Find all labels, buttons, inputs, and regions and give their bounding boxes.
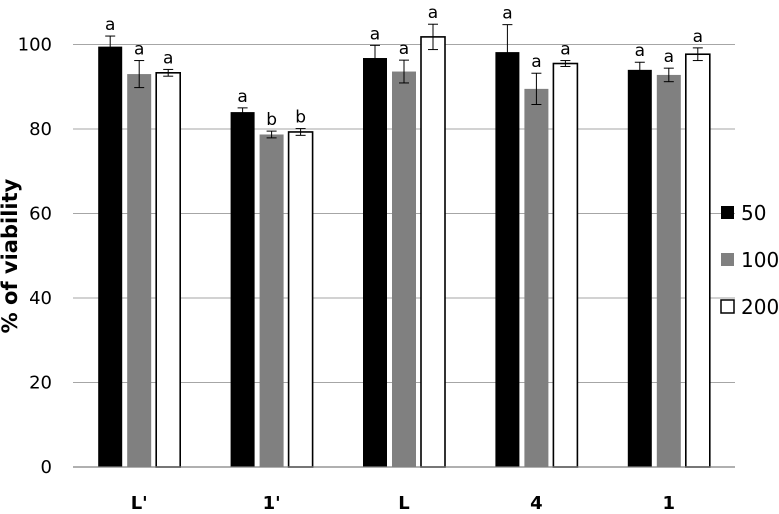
bar-200 xyxy=(420,36,446,468)
x-axis-categories: L' 1' L 4 1 xyxy=(131,493,675,514)
bar-200 xyxy=(684,53,711,468)
bar-100 xyxy=(259,134,284,467)
bar-200 xyxy=(552,62,579,468)
bar-50 xyxy=(363,58,387,468)
significance-letter: a xyxy=(531,52,541,72)
legend-swatch-100 xyxy=(721,253,734,266)
bar-50 xyxy=(495,52,520,467)
bar-100 xyxy=(656,74,681,468)
y-tick-label: 0 xyxy=(41,457,52,478)
bar-50 xyxy=(230,112,255,467)
x-category-label: L xyxy=(398,493,409,514)
bar-200 xyxy=(155,72,181,468)
significance-letter: a xyxy=(134,40,144,60)
x-category-label: 4 xyxy=(530,493,543,514)
y-tick-label: 80 xyxy=(29,119,52,140)
y-tick-label: 60 xyxy=(29,204,52,225)
significance-letter: a xyxy=(399,39,409,59)
significance-letter: a xyxy=(693,27,703,47)
legend-label: 50 xyxy=(741,201,766,225)
y-tick-label: 100 xyxy=(18,35,52,56)
bar-100 xyxy=(392,71,416,467)
y-axis-title: % of viability xyxy=(0,178,22,333)
error-bars xyxy=(105,23,703,139)
x-category-label: 1 xyxy=(663,493,676,514)
y-tick-label: 20 xyxy=(29,373,52,394)
y-axis-ticks: 0 20 40 60 80 100 xyxy=(18,35,52,479)
significance-letter: a xyxy=(163,48,173,68)
significance-letter: a xyxy=(105,15,115,35)
significance-letter: a xyxy=(664,47,674,67)
x-category-label: 1' xyxy=(263,493,281,514)
significance-letter: a xyxy=(502,4,512,24)
significance-letter: b xyxy=(266,110,277,130)
significance-letter: a xyxy=(237,87,247,107)
bar-50 xyxy=(627,69,652,467)
legend: 50 100 200 xyxy=(720,201,779,319)
significance-letter: b xyxy=(295,108,306,128)
significance-letter: a xyxy=(428,3,438,23)
bar-200 xyxy=(287,131,314,468)
bar-50 xyxy=(98,46,123,468)
bar-100 xyxy=(127,74,152,467)
y-tick-label: 40 xyxy=(29,288,52,309)
bars xyxy=(98,36,711,468)
legend-label: 200 xyxy=(741,295,779,319)
legend-label: 100 xyxy=(741,248,779,272)
legend-swatch-50 xyxy=(721,206,734,219)
x-category-label: L' xyxy=(131,493,148,514)
legend-swatch-200 xyxy=(720,299,735,314)
significance-letter: a xyxy=(635,41,645,61)
significance-letter: a xyxy=(560,40,570,60)
bar-100 xyxy=(524,88,549,468)
significance-letter: a xyxy=(370,24,380,44)
